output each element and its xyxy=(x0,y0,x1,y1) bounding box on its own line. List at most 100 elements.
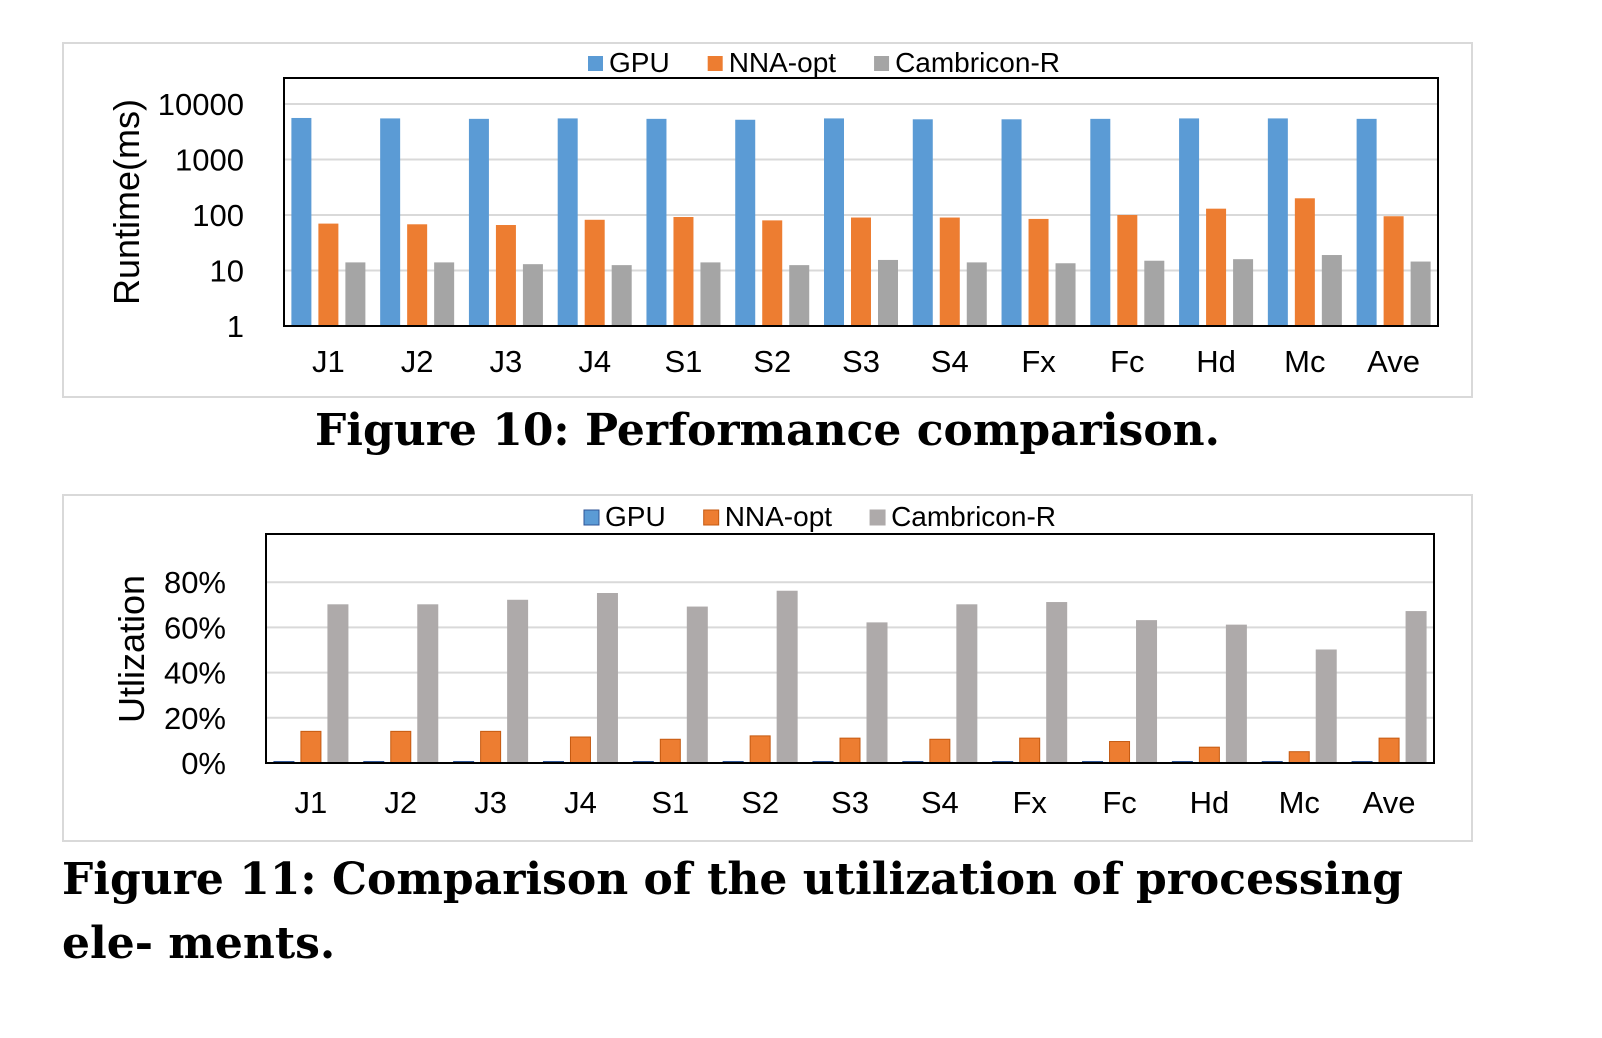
bar-nna-opt-j3 xyxy=(480,730,502,764)
x-tick-label: J4 xyxy=(578,344,611,379)
legend-label: NNA-opt xyxy=(725,501,833,532)
bar-gpu-j2 xyxy=(380,118,401,326)
y-tick-label: 20% xyxy=(164,701,226,736)
bar-nna-opt-s4 xyxy=(929,738,951,764)
x-tick-label: Mc xyxy=(1279,785,1320,820)
bar-nna-opt-j3 xyxy=(495,225,516,326)
bar-nna-opt-s2 xyxy=(749,735,771,764)
bar-nna-opt-j2 xyxy=(407,224,428,326)
bar-cambricon-r-mc xyxy=(1315,649,1337,764)
x-tick-label: J3 xyxy=(474,785,507,820)
legend-label: GPU xyxy=(609,47,670,78)
y-tick-label: 1 xyxy=(227,309,244,344)
bar-gpu-hd xyxy=(1179,118,1200,326)
bar-cambricon-r-j1 xyxy=(327,604,349,764)
x-tick-label: Hd xyxy=(1196,344,1236,379)
bar-cambricon-r-j3 xyxy=(507,599,529,764)
y-tick-label: 10000 xyxy=(158,87,244,122)
legend-swatch-nna-opt xyxy=(707,56,723,71)
bar-gpu-ave xyxy=(1356,118,1377,327)
bar-gpu-s4 xyxy=(912,119,933,326)
x-tick-label: S2 xyxy=(741,785,779,820)
x-tick-label: S2 xyxy=(753,344,791,379)
x-tick-label: S4 xyxy=(921,785,959,820)
bar-nna-opt-fx xyxy=(1019,737,1041,764)
bar-gpu-s3 xyxy=(824,118,844,326)
legend-swatch-nna-opt xyxy=(703,509,720,526)
bar-gpu-j3 xyxy=(468,118,489,327)
x-tick-label: Fc xyxy=(1102,785,1136,820)
bar-cambricon-r-s2 xyxy=(789,265,810,326)
x-tick-label: Ave xyxy=(1363,785,1416,820)
bar-nna-opt-s1 xyxy=(673,217,694,326)
bar-nna-opt-s3 xyxy=(851,217,871,326)
y-tick-label: 60% xyxy=(164,610,226,645)
bar-nna-opt-s1 xyxy=(659,738,681,764)
bar-nna-opt-hd xyxy=(1206,208,1227,326)
bar-cambricon-r-ave xyxy=(1410,261,1431,326)
x-tick-label: Fx xyxy=(1012,785,1047,820)
x-tick-label: Mc xyxy=(1284,344,1325,379)
y-tick-label: 100 xyxy=(192,198,244,233)
plot-area xyxy=(283,77,1439,327)
bar-nna-opt-j4 xyxy=(584,219,605,326)
bar-cambricon-r-fx xyxy=(1046,602,1068,764)
figure10-chart: 1 10 100 1000 10000 J1 J2 J3 J4 S1 S2 S3 S4 Fx Fc Hd Mc A… xyxy=(62,42,1473,398)
x-tick-label: J2 xyxy=(384,785,417,820)
bar-cambricon-r-s4 xyxy=(956,604,978,764)
bar-nna-opt-fc xyxy=(1109,741,1131,764)
legend-label: GPU xyxy=(605,501,666,532)
x-tick-label: S4 xyxy=(931,344,969,379)
x-tick-label: J1 xyxy=(295,785,328,820)
bar-nna-opt-mc xyxy=(1294,198,1315,326)
x-tick-label: Fc xyxy=(1110,344,1144,379)
bar-cambricon-r-s1 xyxy=(686,606,708,764)
bar-gpu-fx xyxy=(1001,119,1022,326)
bar-nna-opt-fx xyxy=(1028,218,1049,326)
bar-gpu-s2 xyxy=(735,119,756,327)
bar-nna-opt-j1 xyxy=(300,730,322,764)
x-tick-label: Hd xyxy=(1190,785,1230,820)
bar-cambricon-r-s1 xyxy=(700,262,721,326)
bar-nna-opt-j4 xyxy=(569,736,591,764)
bar-gpu-s1 xyxy=(646,118,667,327)
legend-label: Cambricon-R xyxy=(895,47,1060,78)
legend-swatch-gpu xyxy=(583,509,600,526)
bar-nna-opt-s4 xyxy=(939,217,960,326)
bar-nna-opt-s2 xyxy=(762,220,783,326)
legend-label: NNA-opt xyxy=(729,47,837,78)
x-tick-label: S1 xyxy=(651,785,689,820)
y-axis-label: Runtime(ms) xyxy=(106,99,147,305)
bar-nna-opt-ave xyxy=(1383,216,1404,326)
figure11-chart: 0% 20% 40% 60% 80% J1 J2 J3 J4 S1 S2 S3 S4 Fx Fc Hd Mc Av… xyxy=(62,494,1473,842)
bar-nna-opt-j1 xyxy=(318,223,339,326)
bar-cambricon-r-s4 xyxy=(966,262,987,326)
legend-label: Cambricon-R xyxy=(891,501,1056,532)
x-tick-label: S3 xyxy=(842,344,880,379)
bar-gpu-fc xyxy=(1090,118,1111,327)
figure11-caption: Figure 11: Comparison of the utilization… xyxy=(62,854,1404,969)
plot-area xyxy=(265,533,1435,764)
x-tick-label: J4 xyxy=(564,785,597,820)
y-tick-label: 10 xyxy=(210,254,244,289)
legend-swatch-gpu xyxy=(588,56,603,71)
bar-nna-opt-mc xyxy=(1288,751,1310,764)
bar-nna-opt-s3 xyxy=(839,737,861,764)
bar-cambricon-r-j3 xyxy=(522,264,543,326)
bar-cambricon-r-fx xyxy=(1055,263,1076,326)
bar-cambricon-r-hd xyxy=(1233,259,1254,326)
bar-cambricon-r-fc xyxy=(1136,620,1158,764)
bar-cambricon-r-mc xyxy=(1321,255,1342,326)
bar-nna-opt-hd xyxy=(1198,746,1220,764)
bar-cambricon-r-fc xyxy=(1144,260,1165,326)
bar-cambricon-r-j4 xyxy=(596,593,618,764)
bar-gpu-j4 xyxy=(557,118,578,326)
y-tick-label: 1000 xyxy=(175,143,244,178)
bar-nna-opt-j2 xyxy=(390,730,412,764)
bar-cambricon-r-s3 xyxy=(866,622,888,764)
bar-cambricon-r-j2 xyxy=(417,604,439,764)
x-tick-label: S3 xyxy=(831,785,869,820)
figure10-caption: Figure 10: Performance comparison. xyxy=(315,405,1220,456)
bar-cambricon-r-s2 xyxy=(776,590,798,764)
y-tick-label: 80% xyxy=(164,565,226,600)
